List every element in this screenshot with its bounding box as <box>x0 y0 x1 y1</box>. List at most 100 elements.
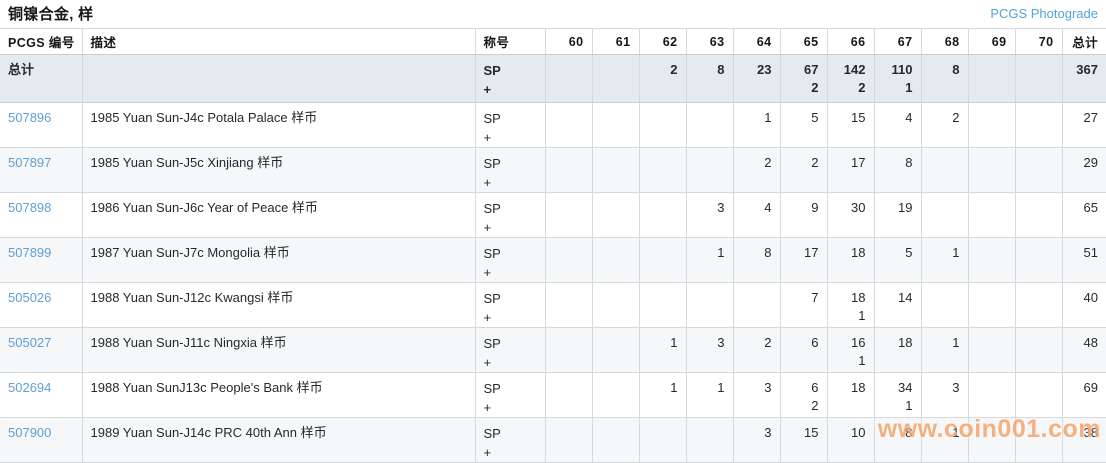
grade-cell-66: 17 <box>826 147 875 193</box>
table-row: 507900 1989 Yuan Sun-J14c PRC 40th Ann 样币… <box>0 417 1106 463</box>
grade-cell-62 <box>638 417 687 463</box>
grade-count: 8 <box>905 155 913 170</box>
row-total-cell: 27 <box>1061 102 1106 148</box>
grade-cell-66: 18 1 <box>826 282 875 328</box>
grade-cell-65: 9 <box>779 192 828 238</box>
grade-cell-61 <box>591 372 640 418</box>
grade-cell-69 <box>967 327 1016 373</box>
grade-cell-67: 5 <box>873 237 922 283</box>
table-header-row: PCGS 编号 描述 称号 60 61 62 63 64 65 66 67 68 69 70 总计 <box>0 28 1106 55</box>
grade-cell-63: 1 <box>685 372 734 418</box>
grade-cell-62 <box>638 282 687 328</box>
grade-cell-61 <box>591 54 640 103</box>
grade-cell-68: 1 <box>920 327 969 373</box>
grade-count: 9 <box>811 200 819 215</box>
grade-count: 8 <box>905 425 913 440</box>
description-cell: 1987 Yuan Sun-J7c Mongolia 样币 <box>81 237 476 283</box>
designation-line: SP <box>483 291 501 306</box>
grade-cell-68 <box>920 282 969 328</box>
pcgs-id-link[interactable]: 505026 <box>8 290 52 305</box>
grade-cell-70 <box>1014 54 1063 103</box>
row-total-cell: 69 <box>1061 372 1106 418</box>
designation-line: + <box>483 355 492 370</box>
row-total-cell: 48 <box>1061 327 1106 373</box>
grade-cell-63: 3 <box>685 327 734 373</box>
grade-cell-66: 18 <box>826 372 875 418</box>
designation-line: SP <box>483 156 501 171</box>
grade-cell-60 <box>544 282 593 328</box>
designation-cell: SP + <box>474 192 546 238</box>
grade-count: 3 <box>764 380 772 395</box>
grade-cell-60 <box>544 372 593 418</box>
grade-cell-69 <box>967 54 1016 103</box>
pcgs-id-link[interactable]: 507897 <box>8 155 52 170</box>
grade-count: 4 <box>905 110 913 125</box>
designation-line: + <box>483 310 492 325</box>
grade-cell-65: 6 <box>779 327 828 373</box>
column-header-65: 65 <box>779 28 828 55</box>
grade-count: 1 <box>670 335 678 350</box>
grade-cell-60 <box>544 327 593 373</box>
grade-cell-69 <box>967 417 1016 463</box>
grade-cell-70 <box>1014 327 1063 373</box>
designation-line: SP <box>483 63 501 78</box>
grade-cell-68 <box>920 192 969 238</box>
grade-cell-64: 8 <box>732 237 781 283</box>
pcgs-id-cell: 502694 <box>0 372 83 418</box>
pcgs-id-link[interactable]: 505027 <box>8 335 52 350</box>
grade-cell-60 <box>544 192 593 238</box>
grade-count: 19 <box>898 200 913 215</box>
grade-cell-66: 18 <box>826 237 875 283</box>
grade-cell-61 <box>591 192 640 238</box>
grade-cell-61 <box>591 282 640 328</box>
column-header-69: 69 <box>967 28 1016 55</box>
totals-total-cell: 367 <box>1061 54 1106 103</box>
grade-count: 1 <box>952 245 960 260</box>
grade-count: 1 <box>952 425 960 440</box>
grade-plus-count: 1 <box>905 80 913 95</box>
pcgs-id-link[interactable]: 507896 <box>8 110 52 125</box>
grade-cell-68 <box>920 147 969 193</box>
pcgs-photograde-link[interactable]: PCGS Photograde <box>990 6 1098 21</box>
grade-count: 3 <box>764 425 772 440</box>
designation-cell: SP + <box>474 372 546 418</box>
table-row: 502694 1988 Yuan SunJ13c People's Bank 样币… <box>0 372 1106 418</box>
grade-cell-66: 15 <box>826 102 875 148</box>
top-bar: 铜镍合金, 样 PCGS Photograde <box>0 0 1106 28</box>
grade-cell-64: 3 <box>732 372 781 418</box>
designation-cell: SP + <box>474 417 546 463</box>
grade-plus-count: 2 <box>811 80 819 95</box>
grade-cell-61 <box>591 237 640 283</box>
pcgs-id-link[interactable]: 502694 <box>8 380 52 395</box>
grade-cell-65: 7 <box>779 282 828 328</box>
designation-line: + <box>483 130 492 145</box>
grade-count: 10 <box>851 425 866 440</box>
grade-count: 8 <box>952 62 960 77</box>
grade-plus-count: 1 <box>858 353 866 368</box>
designation-cell: SP + <box>474 282 546 328</box>
table-body: 总计 SP +2 8 23 67 2 142 2 110 1 8 367 507896 1985 Yuan … <box>0 54 1106 463</box>
pcgs-id-link[interactable]: 507898 <box>8 200 52 215</box>
row-total-cell: 40 <box>1061 282 1106 328</box>
grade-count: 17 <box>851 155 866 170</box>
pcgs-id-link[interactable]: 507900 <box>8 425 52 440</box>
designation-cell: SP + <box>474 147 546 193</box>
pcgs-id-link[interactable]: 507899 <box>8 245 52 260</box>
description-cell: 1985 Yuan Sun-J4c Potala Palace 样币 <box>81 102 476 148</box>
table-row: 507896 1985 Yuan Sun-J4c Potala Palace 样币… <box>0 102 1106 148</box>
column-header-description: 描述 <box>81 28 476 55</box>
grade-cell-70 <box>1014 102 1063 148</box>
grade-cell-70 <box>1014 282 1063 328</box>
grade-cell-62 <box>638 102 687 148</box>
grade-count: 1 <box>670 380 678 395</box>
designation-line: SP <box>483 201 501 216</box>
designation-line: + <box>483 175 492 190</box>
row-total-cell: 65 <box>1061 192 1106 238</box>
grade-plus-count: 2 <box>811 398 819 413</box>
grade-cell-67: 19 <box>873 192 922 238</box>
grade-cell-64: 4 <box>732 192 781 238</box>
grade-count: 7 <box>811 290 819 305</box>
column-header-61: 61 <box>591 28 640 55</box>
grade-cell-64: 1 <box>732 102 781 148</box>
grade-count: 14 <box>898 290 913 305</box>
